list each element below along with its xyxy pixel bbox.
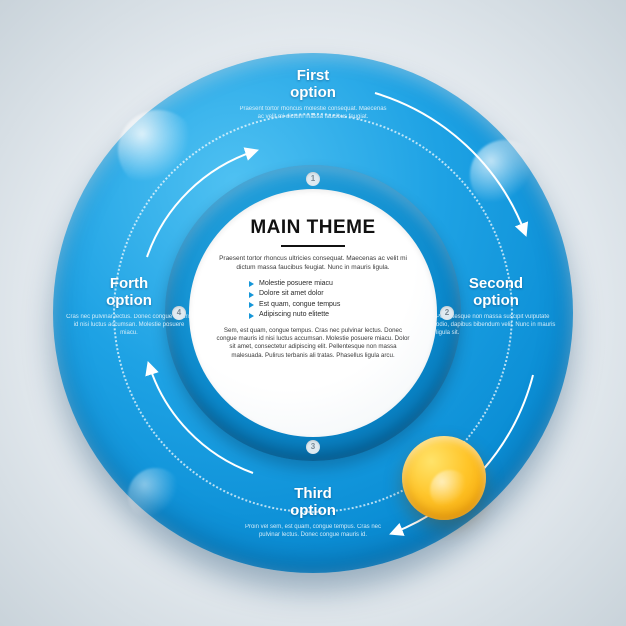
bullet-item: Molestie posuere miacu bbox=[249, 279, 411, 290]
bullet-item: Est quam, congue tempus bbox=[249, 300, 411, 311]
option-body: Praesent tortor rhoncus molestie consequ… bbox=[238, 105, 388, 121]
option-second: Secondoption Pellentesque non massa susc… bbox=[436, 276, 556, 337]
main-title: MAIN THEME bbox=[215, 217, 411, 239]
option-first: Firstoption Praesent tortor rhoncus mole… bbox=[238, 68, 388, 121]
option-title: Secondoption bbox=[436, 276, 556, 309]
accent-circle bbox=[402, 436, 486, 520]
outro-text: Sem, est quam, congue tempus. Cras nec p… bbox=[215, 327, 411, 360]
intro-text: Praesent tortor rhoncus ultricies conseq… bbox=[215, 255, 411, 273]
pip-2: 2 bbox=[440, 306, 454, 320]
center-panel: MAIN THEME Praesent tortor rhoncus ultri… bbox=[189, 189, 437, 437]
infographic-stage: Firstoption Praesent tortor rhoncus mole… bbox=[0, 0, 626, 626]
option-body: Pellentesque non massa suscipit vulputat… bbox=[436, 313, 556, 337]
pip-4: 4 bbox=[172, 306, 186, 320]
title-rule bbox=[281, 245, 345, 247]
option-title: Firstoption bbox=[238, 68, 388, 101]
bullet-item: Adipiscing nuto elitette bbox=[249, 310, 411, 321]
bullet-item: Dolore sit amet dolor bbox=[249, 289, 411, 300]
pip-1: 1 bbox=[306, 172, 320, 186]
option-third: Thirdoption Proin vel sem, est quam, con… bbox=[238, 486, 388, 539]
option-title: Thirdoption bbox=[238, 486, 388, 519]
option-title: Forthoption bbox=[64, 276, 194, 309]
option-body: Proin vel sem, est quam, congue tempus. … bbox=[238, 523, 388, 539]
bullet-list: Molestie posuere miacu Dolore sit amet d… bbox=[249, 279, 411, 321]
pip-3: 3 bbox=[306, 440, 320, 454]
